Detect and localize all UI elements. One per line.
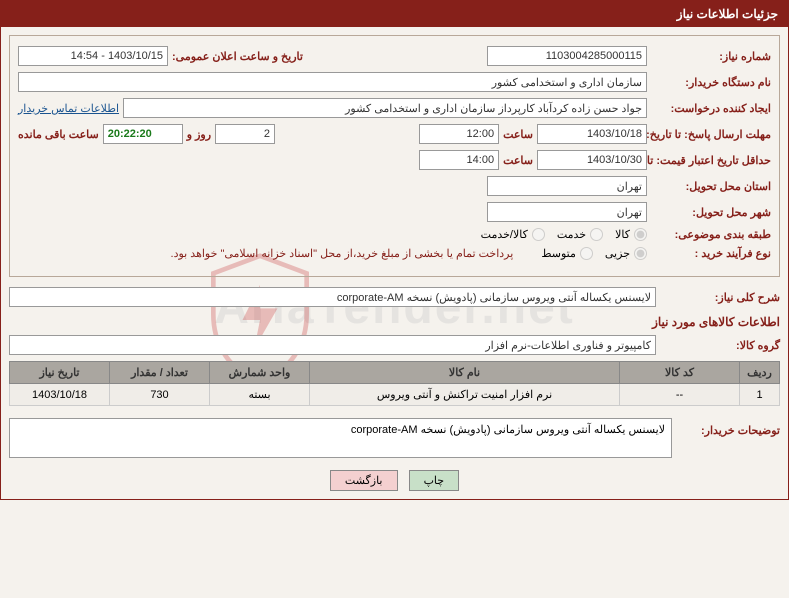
time-label-2: ساعت bbox=[503, 154, 533, 167]
table-header: ردیف bbox=[740, 362, 780, 384]
radio-partial[interactable]: جزیی bbox=[605, 247, 647, 260]
process-note: پرداخت تمام یا بخشی از مبلغ خرید،از محل … bbox=[171, 247, 514, 260]
time-label-1: ساعت bbox=[503, 128, 533, 141]
print-button[interactable]: چاپ bbox=[409, 470, 460, 491]
validity-time: 14:00 bbox=[419, 150, 499, 170]
goods-info-title: اطلاعات کالاهای مورد نیاز bbox=[9, 315, 780, 329]
announce-value: 1403/10/15 - 14:54 bbox=[18, 46, 168, 66]
requester-label: ایجاد کننده درخواست: bbox=[651, 102, 771, 115]
table-cell: -- bbox=[620, 384, 740, 406]
process-label: نوع فرآیند خرید : bbox=[651, 247, 771, 260]
radio-service[interactable]: خدمت bbox=[557, 228, 603, 241]
buyer-desc-label: توضیحات خریدار: bbox=[680, 414, 780, 437]
overview-label: شرح کلی نیاز: bbox=[660, 291, 780, 304]
validity-label: حداقل تاریخ اعتبار قیمت: تا تاریخ: bbox=[651, 154, 771, 167]
radio-both[interactable]: کالا/خدمت bbox=[481, 228, 545, 241]
days-value: 2 bbox=[215, 124, 275, 144]
need-number-value: 1103004285000115 bbox=[487, 46, 647, 66]
announce-label: تاریخ و ساعت اعلان عمومی: bbox=[172, 50, 303, 63]
table-cell: 1403/10/18 bbox=[10, 384, 110, 406]
buyer-org-value: سازمان اداری و استخدامی کشور bbox=[18, 72, 647, 92]
deadline-time: 12:00 bbox=[419, 124, 499, 144]
validity-date: 1403/10/30 bbox=[537, 150, 647, 170]
city-value: تهران bbox=[487, 202, 647, 222]
table-cell: 1 bbox=[740, 384, 780, 406]
overview-value: لایسنس یکساله آنتی ویروس سازمانی (پادویش… bbox=[9, 287, 656, 307]
main-panel: شماره نیاز: 1103004285000115 تاریخ و ساع… bbox=[9, 35, 780, 277]
radio-medium[interactable]: متوسط bbox=[541, 247, 593, 260]
radio-goods[interactable]: کالا bbox=[615, 228, 647, 241]
goods-group-label: گروه کالا: bbox=[660, 339, 780, 352]
requester-value: جواد حسن زاده کردآباد کارپرداز سازمان اد… bbox=[123, 98, 647, 118]
table-header: کد کالا bbox=[620, 362, 740, 384]
table-header: واحد شمارش bbox=[210, 362, 310, 384]
days-label: روز و bbox=[187, 128, 211, 141]
table-header: نام کالا bbox=[310, 362, 620, 384]
table-cell: نرم افزار امنیت تراکنش و آنتی ویروس bbox=[310, 384, 620, 406]
category-label: طبقه بندی موضوعی: bbox=[651, 228, 771, 241]
table-cell: بسته bbox=[210, 384, 310, 406]
need-number-label: شماره نیاز: bbox=[651, 50, 771, 63]
back-button[interactable]: بازگشت bbox=[330, 470, 398, 491]
contact-link[interactable]: اطلاعات تماس خریدار bbox=[18, 102, 119, 115]
buyer-org-label: نام دستگاه خریدار: bbox=[651, 76, 771, 89]
deadline-date: 1403/10/18 bbox=[537, 124, 647, 144]
button-bar: چاپ بازگشت bbox=[1, 462, 788, 499]
table-header: تاریخ نیاز bbox=[10, 362, 110, 384]
table-header: تعداد / مقدار bbox=[110, 362, 210, 384]
deadline-label: مهلت ارسال پاسخ: تا تاریخ: bbox=[651, 128, 771, 141]
province-value: تهران bbox=[487, 176, 647, 196]
table-cell: 730 bbox=[110, 384, 210, 406]
countdown-value: 20:22:20 bbox=[103, 124, 183, 144]
province-label: استان محل تحویل: bbox=[651, 180, 771, 193]
goods-table: ردیفکد کالانام کالاواحد شمارشتعداد / مقد… bbox=[9, 361, 780, 406]
city-label: شهر محل تحویل: bbox=[651, 206, 771, 219]
buyer-desc-value: لایسنس یکساله آنتی ویروس سازمانی (پادویش… bbox=[9, 418, 672, 458]
remaining-label: ساعت باقی مانده bbox=[18, 128, 99, 141]
goods-group-value: کامپیوتر و فناوری اطلاعات-نرم افزار bbox=[9, 335, 656, 355]
table-row: 1--نرم افزار امنیت تراکنش و آنتی ویروسبس… bbox=[10, 384, 780, 406]
panel-header: جزئیات اطلاعات نیاز bbox=[1, 1, 788, 27]
